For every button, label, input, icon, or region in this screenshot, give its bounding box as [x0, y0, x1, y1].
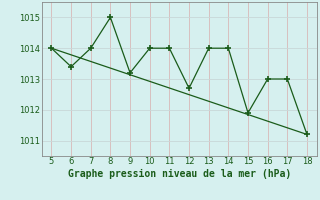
X-axis label: Graphe pression niveau de la mer (hPa): Graphe pression niveau de la mer (hPa) — [68, 169, 291, 179]
